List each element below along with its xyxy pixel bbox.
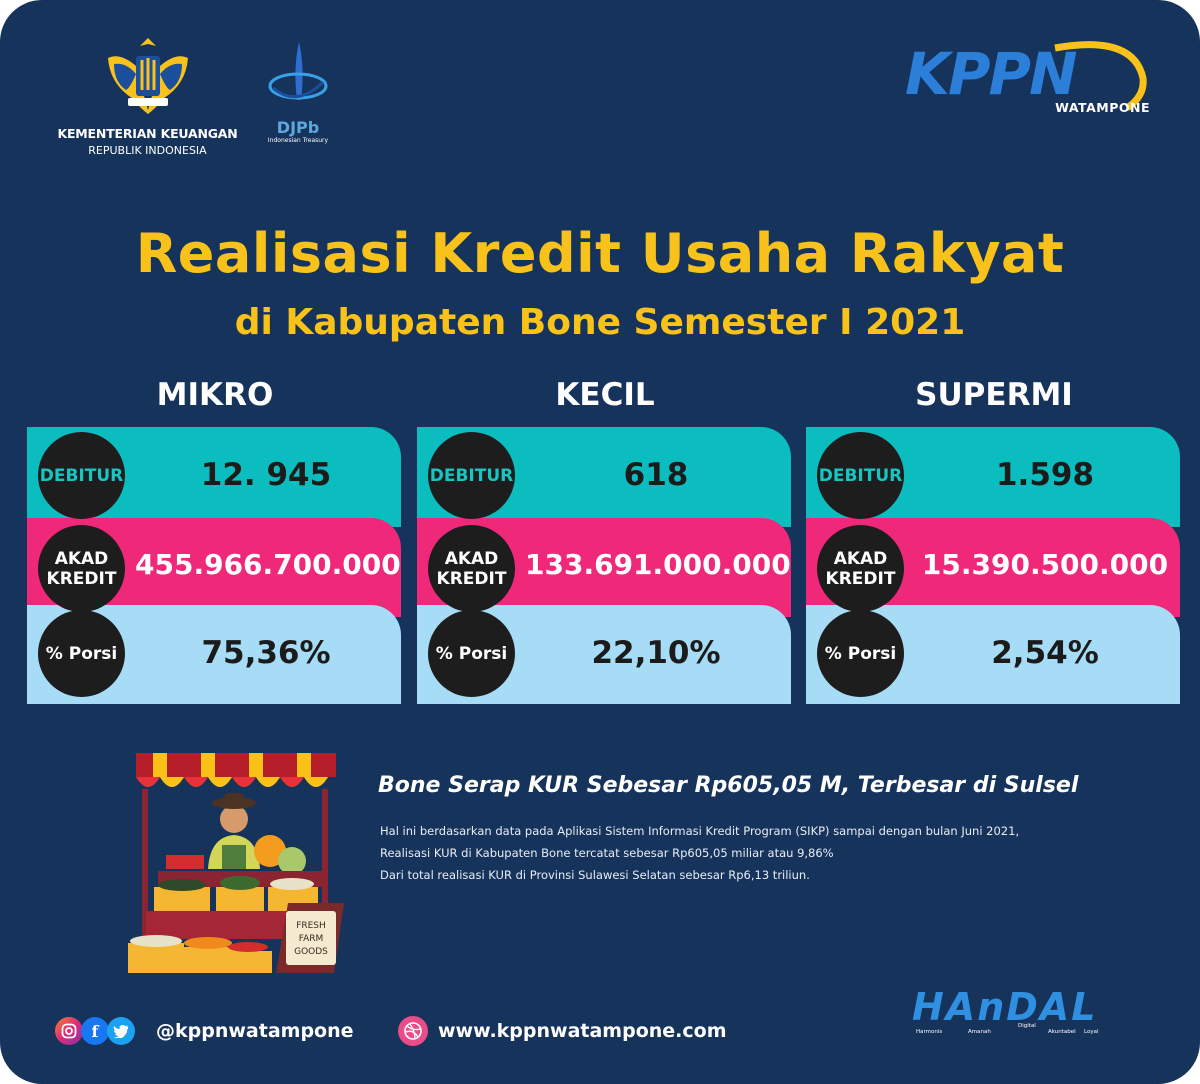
kppn-logo: KPPN WATAMPONE [905,38,1150,118]
kppn-wordmark: KPPN [905,40,1078,108]
category-title-supermi: SUPERMI [915,377,1073,413]
news-line-3: Dari total realisasi KUR di Provinsi Sul… [380,868,810,882]
handal-value-akuntabel: Akuntabel [1048,1029,1076,1035]
category-title-kecil: KECIL [555,377,655,413]
akad-kredit-value: 15.390.500.000 [921,548,1169,581]
handal-value-loyal: Loyal [1084,1029,1099,1035]
akad-kredit-value: 455.966.700.000 [135,548,401,581]
card-mikro: DEBITUR AKAD KREDIT % Porsi 12. 945 455.9… [27,427,401,704]
debitur-badge: DEBITUR [38,432,125,519]
akad-kredit-badge: AKAD KREDIT [817,525,904,612]
sign-line-fresh: FRESH [296,921,326,931]
akad-kredit-badge: AKAD KREDIT [428,525,515,612]
porsi-badge: % Porsi [38,610,125,697]
facebook-icon[interactable]: f [81,1017,109,1045]
handal-value-harmonis: Harmonis [916,1029,943,1035]
handal-wordmark: HAnDAL [912,985,1098,1029]
akad-label: AKAD [54,548,109,569]
kredit-label: KREDIT [436,568,507,589]
ministry-country: REPUBLIK INDONESIA [88,144,207,157]
card-kecil: DEBITUR AKAD KREDIT % Porsi 618 133.691.0… [417,427,791,704]
porsi-value: 2,54% [991,635,1099,671]
akad-label: AKAD [444,548,499,569]
porsi-badge: % Porsi [817,610,904,697]
news-headline: Bone Serap KUR Sebesar Rp605,05 M, Terbe… [378,773,1079,798]
website-link[interactable]: www.kppnwatampone.com [438,1020,727,1042]
debitur-value: 12. 945 [200,457,332,493]
kppn-city: WATAMPONE [1055,100,1150,115]
debitur-value: 618 [623,457,689,493]
handal-value-amanah: Amanah [968,1029,991,1035]
djpb-subtitle: Indonesian Treasury [267,137,329,144]
garuda-emblem-icon [107,38,188,114]
ministry-name: KEMENTERIAN KEUANGAN [57,126,238,141]
news-line-2: Realisasi KUR di Kabupaten Bone tercatat… [380,846,834,860]
djpb-logo: DJPb Indonesian Treasury [258,38,338,144]
kppn-swoosh-icon [1054,41,1147,111]
porsi-value: 22,10% [591,635,721,671]
main-title: Realisasi Kredit Usaha Rakyat [135,222,1065,285]
akad-kredit-badge: AKAD KREDIT [38,525,125,612]
sign-line-goods: GOODS [294,947,328,957]
handal-value-digital: Digital [1018,1023,1036,1029]
category-title-mikro: MIKRO [156,377,274,413]
akad-label: AKAD [833,548,888,569]
sub-title: di Kabupaten Bone Semester I 2021 [234,302,966,343]
social-handle[interactable]: @kppnwatampone [156,1020,354,1042]
kemenkeu-logo: KEMENTERIAN KEUANGAN REPUBLIK INDONESIA [55,32,240,157]
akad-kredit-value: 133.691.000.000 [525,548,791,581]
card-supermi: DEBITUR AKAD KREDIT % Porsi 1.598 15.390.… [806,427,1180,704]
djpb-name: DJPb [276,118,320,137]
kredit-label: KREDIT [825,568,896,589]
instagram-icon[interactable] [55,1017,83,1045]
market-stall-illustration: FRESH FARM GOODS [128,753,344,973]
dribbble-globe-icon [398,1016,428,1046]
news-line-1: Hal ini berdasarkan data pada Aplikasi S… [380,824,1020,838]
debitur-badge: DEBITUR [428,432,515,519]
kredit-label: KREDIT [46,568,117,589]
debitur-badge: DEBITUR [817,432,904,519]
news-body: Hal ini berdasarkan data pada Aplikasi S… [380,820,1120,886]
handal-logo: HAnDAL Harmonis Amanah Digital Akuntabel… [912,985,1112,1045]
porsi-value: 75,36% [201,635,331,671]
social-icons: f [55,1014,135,1048]
twitter-icon[interactable] [107,1017,135,1045]
porsi-badge: % Porsi [428,610,515,697]
sign-line-farm: FARM [299,934,324,944]
debitur-value: 1.598 [995,457,1095,493]
djpb-emblem-icon [268,42,328,100]
